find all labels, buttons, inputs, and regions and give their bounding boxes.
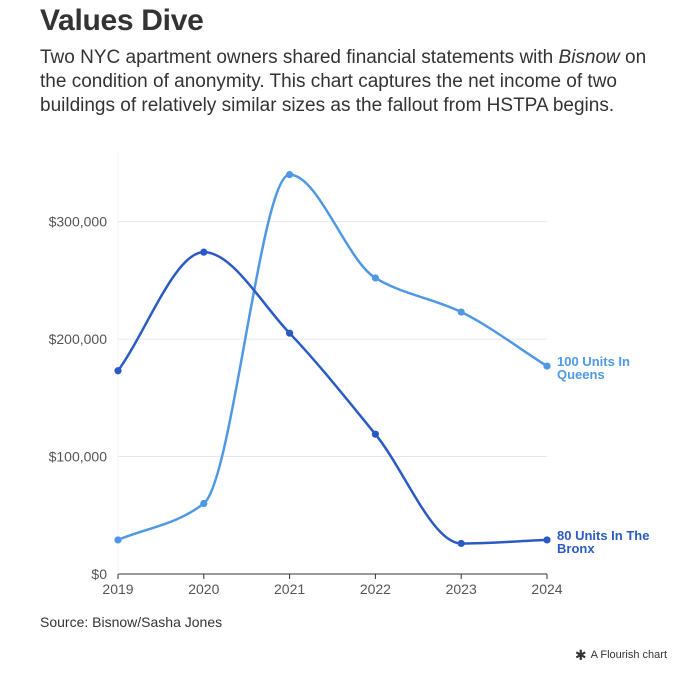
flourish-credit[interactable]: ✱ A Flourish chart [574,646,667,663]
data-point [200,248,208,256]
subtitle-text-1: Two NYC apartment owners shared financia… [40,47,559,68]
line-chart: $0 $100,000 $200,000 $300,000 2019 2020 2021 20… [49,152,649,597]
x-tick-label: 2020 [188,581,219,597]
source-note: Source: Bisnow/Sasha Jones [40,614,223,630]
data-point [286,171,294,179]
series-label: 80 Units In The [557,528,649,543]
series-label: Queens [557,367,605,382]
x-tick-label: 2022 [360,581,391,597]
x-tick-label: 2023 [446,581,477,597]
chart-title: Values Dive [40,4,204,37]
data-point [371,274,379,282]
series-label: 100 Units In [557,354,630,369]
subtitle-emphasis: Bisnow [558,47,620,68]
series-label: Bronx [557,541,595,556]
data-point [457,308,465,316]
subtitle-text-2: on the condition of anonymity. This char… [40,47,647,116]
data-point [114,536,122,544]
data-point [543,536,551,544]
chart-subtitle: Two NYC apartment owners shared financia… [40,46,670,118]
series-line [116,250,548,545]
data-point [114,367,122,375]
y-tick-label: $300,000 [49,214,108,230]
x-tick-label: 2024 [531,581,562,597]
x-tick-label: 2021 [274,581,305,597]
data-point [457,539,465,548]
data-point [371,430,379,438]
y-tick-label: $0 [91,566,107,582]
y-tick-label: $200,000 [49,331,108,347]
data-point [200,499,208,508]
data-point [286,329,294,337]
data-point [543,362,551,370]
x-tick-label: 2019 [102,581,133,597]
series-line [117,173,548,542]
asterisk-icon: ✱ [574,646,587,663]
y-tick-label: $100,000 [49,449,108,465]
flourish-credit-label: A Flourish chart [590,649,667,661]
